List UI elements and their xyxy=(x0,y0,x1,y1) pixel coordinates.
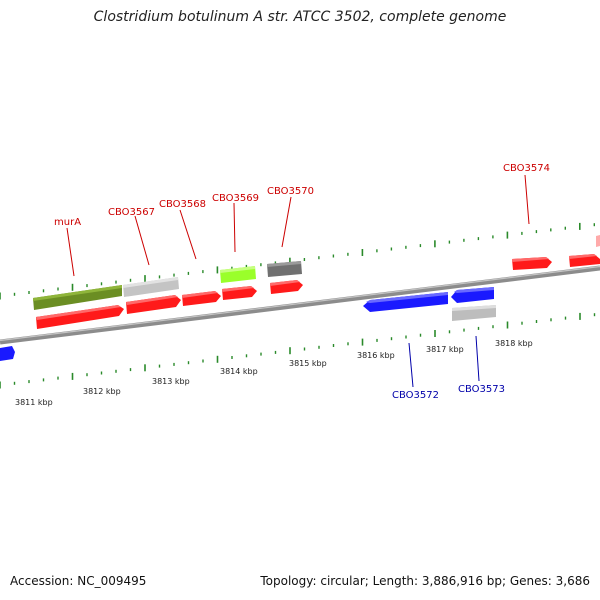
gene-label-murA: murA xyxy=(54,217,81,228)
scale-label-3816: 3816 kbp xyxy=(357,351,395,360)
gene-label-CBO3568: CBO3568 xyxy=(159,199,206,210)
genome-backbone xyxy=(0,265,600,345)
cds-CBO3573[interactable] xyxy=(451,287,494,303)
gene-murA-feature[interactable] xyxy=(33,285,122,310)
scale-label-3814: 3814 kbp xyxy=(220,367,258,376)
cds-murA[interactable] xyxy=(36,305,124,329)
cds-CBO3568[interactable] xyxy=(182,291,221,306)
scale-label-3811: 3811 kbp xyxy=(15,398,53,407)
scale-label-3817: 3817 kbp xyxy=(426,345,464,354)
gene-label-CBO3567: CBO3567 xyxy=(108,207,155,218)
gene-CBO3567-feature[interactable] xyxy=(123,277,179,297)
gene-left-edge[interactable] xyxy=(0,346,15,361)
upper-tick-track xyxy=(0,222,595,300)
gene-label-CBO3572: CBO3572 xyxy=(392,390,439,401)
leader-lines xyxy=(66,174,530,388)
genome-summary: Topology: circular; Length: 3,886,916 bp… xyxy=(260,574,590,588)
gene-CBO3573-feature[interactable] xyxy=(452,305,496,321)
lower-tick-track xyxy=(0,312,596,389)
cds-CBO3572[interactable] xyxy=(363,292,448,312)
scale-label-3818: 3818 kbp xyxy=(495,339,533,348)
genome-backbone-highlight xyxy=(0,265,600,342)
gene-label-CBO3574: CBO3574 xyxy=(503,163,550,174)
cds-CBO3570[interactable] xyxy=(270,280,303,294)
cds-CBO3574[interactable] xyxy=(512,257,552,270)
accession-label: Accession: NC_009495 xyxy=(10,574,147,588)
feature-right-edge[interactable] xyxy=(596,235,600,247)
scale-label-3815: 3815 kbp xyxy=(289,359,327,368)
cds-CBO3569[interactable] xyxy=(222,286,257,300)
scale-label-3813: 3813 kbp xyxy=(152,377,190,386)
gene-CBO3570-feature[interactable] xyxy=(267,261,302,277)
cds-right-edge[interactable] xyxy=(569,254,600,267)
gene-label-CBO3570: CBO3570 xyxy=(267,186,314,197)
genome-title: Clostridium botulinum A str. ATCC 3502, … xyxy=(93,9,507,25)
cds-CBO3567[interactable] xyxy=(126,295,181,314)
scale-label-3812: 3812 kbp xyxy=(83,387,121,396)
gene-label-CBO3573: CBO3573 xyxy=(458,384,505,395)
gene-label-CBO3569: CBO3569 xyxy=(212,193,259,204)
gene-CBO3569-feature[interactable] xyxy=(220,266,256,283)
